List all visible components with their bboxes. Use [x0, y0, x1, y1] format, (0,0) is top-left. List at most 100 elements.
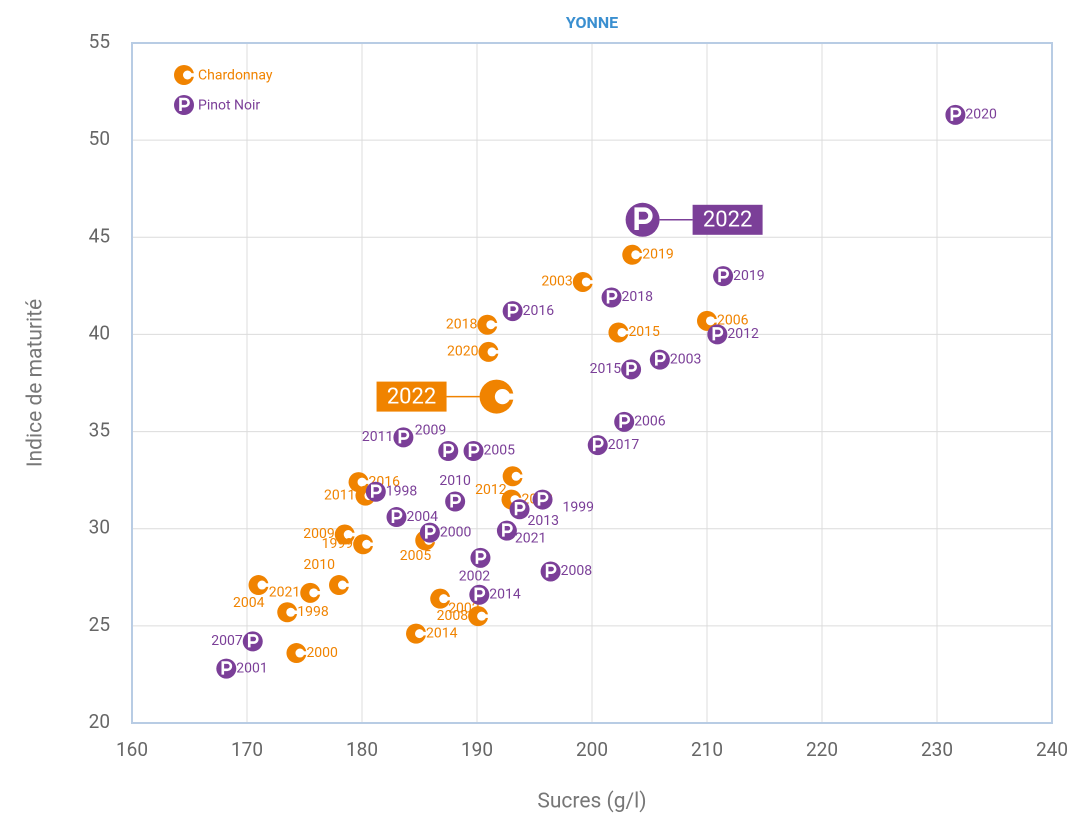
point — [393, 427, 414, 448]
marker-cut — [342, 583, 353, 587]
point — [502, 466, 527, 487]
point — [334, 524, 359, 545]
point-label: 2009 — [415, 423, 446, 439]
x-tick-label: 240 — [1036, 738, 1068, 761]
point-label: 2001 — [236, 660, 267, 676]
point-label: 2007 — [211, 633, 243, 649]
point — [329, 575, 353, 596]
marker-cut — [481, 614, 492, 618]
point-label: 2005 — [484, 443, 516, 459]
point-label: 2005 — [400, 548, 432, 564]
point — [242, 631, 263, 652]
x-tick-label: 170 — [231, 738, 263, 761]
point-label: 2019 — [733, 268, 764, 284]
marker-cut — [290, 610, 301, 615]
marker-cut — [313, 591, 324, 595]
point — [463, 441, 484, 461]
marker-letter — [468, 443, 480, 457]
marker-cut — [516, 474, 527, 479]
y-tick-label: 50 — [89, 127, 110, 150]
y-tick-label: 35 — [89, 419, 110, 442]
point-label: 2016 — [523, 303, 555, 319]
marker-letter — [950, 107, 962, 121]
point-label: 2021 — [269, 585, 300, 601]
point-label: 2015 — [628, 324, 660, 340]
marker-letter — [179, 97, 190, 111]
point-label: 2019 — [642, 246, 673, 262]
marker-letter — [545, 564, 557, 578]
label-box — [376, 381, 447, 412]
label-box — [692, 204, 763, 235]
marker-cut — [490, 322, 501, 327]
point-label: 1999 — [563, 499, 594, 515]
marker-cut — [710, 319, 721, 323]
point-label: 2003 — [541, 274, 572, 290]
marker-cut — [586, 280, 597, 284]
point — [248, 575, 272, 596]
point — [468, 606, 492, 627]
point — [540, 561, 561, 582]
point — [587, 435, 608, 456]
point-label: 1999 — [322, 536, 353, 552]
point — [286, 643, 310, 664]
point-label: 2011 — [324, 487, 355, 503]
y-axis-label: Indice de maturité — [24, 299, 48, 467]
point — [697, 310, 721, 331]
point-label: 2013 — [528, 513, 559, 529]
point — [621, 359, 642, 380]
marker-cut — [262, 583, 272, 587]
point-label: 2015 — [590, 361, 622, 377]
point-label: 2008 — [437, 608, 469, 624]
point-label: 2012 — [727, 326, 759, 342]
marker-letter — [507, 303, 519, 318]
point-label: 2011 — [362, 429, 393, 445]
point-label: 2006 — [717, 313, 749, 329]
marker-letter — [634, 207, 653, 230]
marker-letter — [537, 492, 549, 506]
point-label: 2021 — [515, 530, 546, 546]
point — [469, 584, 490, 605]
point-label: 2017 — [608, 437, 640, 453]
point — [386, 507, 407, 528]
point-label: 2008 — [561, 563, 593, 579]
point — [496, 520, 517, 541]
marker-letter — [514, 501, 526, 516]
marker-letter — [475, 550, 487, 564]
point-label: 2012 — [475, 482, 507, 498]
point-label: 2006 — [634, 414, 666, 430]
point-label: 2018 — [622, 289, 654, 305]
point — [438, 441, 459, 461]
point — [300, 582, 324, 603]
marker-cut — [419, 631, 430, 636]
point — [216, 658, 237, 679]
point-label: 2018 — [446, 316, 478, 332]
point-label: 2022 — [703, 208, 752, 233]
marker-letter — [474, 587, 486, 601]
point — [479, 379, 520, 414]
marker-letter — [391, 509, 403, 524]
marker-letter — [626, 362, 637, 376]
point — [713, 266, 734, 287]
point-label: 2009 — [303, 526, 334, 542]
point — [572, 271, 597, 292]
point — [608, 322, 632, 343]
point-label: 1998 — [386, 484, 418, 500]
point-label: 2014 — [489, 586, 521, 602]
point-label: 2010 — [304, 557, 336, 573]
marker-cut — [502, 393, 520, 400]
x-axis-label: Sucres (g/l) — [537, 790, 646, 814]
x-tick-label: 180 — [346, 738, 378, 761]
y-tick-label: 30 — [89, 516, 110, 539]
marker-letter — [443, 443, 455, 457]
x-tick-label: 190 — [461, 738, 493, 761]
point — [614, 411, 635, 432]
marker-letter — [712, 327, 724, 341]
y-tick-label: 45 — [89, 224, 110, 247]
point-label: 2002 — [459, 569, 491, 585]
marker-letter — [606, 290, 618, 304]
point — [707, 324, 728, 345]
point — [406, 623, 430, 644]
marker-cut — [348, 532, 359, 537]
point — [365, 481, 386, 502]
marker-letter — [425, 525, 436, 539]
